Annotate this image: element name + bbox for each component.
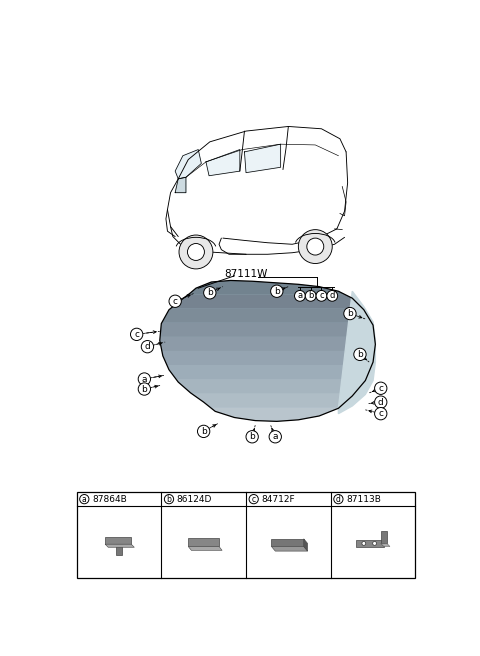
Polygon shape [304, 539, 308, 551]
Text: c: c [378, 384, 383, 393]
Circle shape [138, 373, 151, 385]
Bar [77, 492, 415, 578]
Circle shape [374, 382, 387, 394]
Circle shape [299, 230, 332, 264]
Text: b: b [308, 291, 313, 300]
Text: b: b [357, 350, 363, 359]
Text: a: a [297, 291, 302, 300]
Text: b: b [167, 495, 171, 504]
Text: c: c [134, 330, 139, 339]
Text: b: b [142, 384, 147, 394]
Polygon shape [188, 546, 222, 550]
Circle shape [179, 235, 213, 269]
Text: 87113B: 87113B [346, 495, 381, 504]
Circle shape [316, 291, 327, 301]
Circle shape [164, 495, 174, 504]
Polygon shape [338, 291, 375, 414]
Circle shape [374, 396, 387, 408]
FancyBboxPatch shape [105, 537, 131, 544]
Circle shape [271, 285, 283, 297]
Circle shape [204, 287, 216, 299]
Text: a: a [82, 495, 87, 504]
Text: c: c [378, 409, 383, 418]
Circle shape [334, 495, 343, 504]
PathPatch shape [160, 323, 375, 337]
Text: 87111W: 87111W [224, 268, 268, 279]
Text: c: c [252, 495, 256, 504]
Text: a: a [142, 375, 147, 384]
Circle shape [131, 328, 143, 340]
Text: b: b [249, 432, 255, 441]
Text: d: d [336, 495, 341, 504]
Text: b: b [201, 427, 206, 436]
Text: a: a [273, 432, 278, 441]
Text: b: b [274, 287, 280, 296]
PathPatch shape [160, 337, 375, 351]
Text: c: c [319, 291, 324, 300]
Circle shape [138, 383, 151, 395]
FancyBboxPatch shape [381, 531, 387, 543]
PathPatch shape [191, 393, 355, 407]
Circle shape [249, 495, 258, 504]
Text: b: b [347, 309, 353, 318]
Circle shape [141, 340, 154, 353]
Polygon shape [175, 177, 186, 193]
Circle shape [80, 495, 89, 504]
PathPatch shape [162, 308, 373, 323]
FancyBboxPatch shape [271, 539, 304, 546]
PathPatch shape [161, 351, 374, 365]
PathPatch shape [188, 281, 354, 295]
Text: 86124D: 86124D [177, 495, 212, 504]
FancyBboxPatch shape [116, 544, 122, 555]
Circle shape [327, 291, 337, 301]
Circle shape [169, 295, 181, 308]
Polygon shape [381, 543, 390, 546]
Circle shape [354, 348, 366, 361]
Polygon shape [244, 144, 281, 173]
Circle shape [344, 308, 356, 319]
Text: c: c [173, 297, 178, 306]
Polygon shape [175, 150, 201, 179]
PathPatch shape [170, 295, 363, 308]
Text: d: d [144, 342, 150, 351]
FancyBboxPatch shape [356, 541, 384, 547]
Text: b: b [207, 288, 213, 297]
PathPatch shape [167, 365, 372, 379]
Text: 87864B: 87864B [92, 495, 127, 504]
Polygon shape [271, 546, 308, 551]
PathPatch shape [210, 407, 339, 421]
PathPatch shape [176, 379, 366, 393]
Polygon shape [105, 544, 134, 547]
Circle shape [372, 541, 376, 545]
Text: d: d [378, 398, 384, 407]
PathPatch shape [160, 281, 375, 421]
Circle shape [197, 425, 210, 438]
Circle shape [295, 291, 305, 301]
Circle shape [305, 291, 316, 301]
Circle shape [362, 541, 366, 545]
Circle shape [307, 238, 324, 255]
Circle shape [188, 243, 204, 260]
FancyBboxPatch shape [188, 538, 219, 546]
Text: 84712F: 84712F [262, 495, 295, 504]
Polygon shape [206, 150, 240, 176]
Circle shape [246, 430, 258, 443]
Text: d: d [330, 291, 335, 300]
Circle shape [269, 430, 281, 443]
Circle shape [374, 407, 387, 420]
